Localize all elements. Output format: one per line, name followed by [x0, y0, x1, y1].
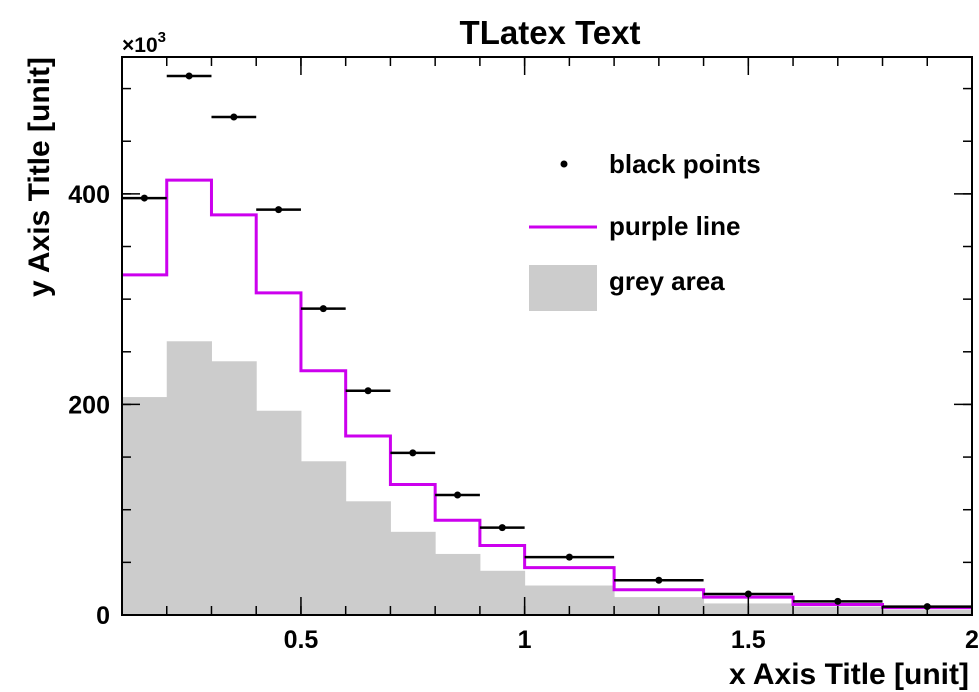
grey-area-bar [211, 361, 257, 615]
data-point [454, 491, 462, 499]
y-tick-label: 0 [96, 602, 110, 630]
grey-area-bar [345, 501, 391, 615]
data-point [364, 387, 372, 395]
grey-area-bar [390, 531, 436, 615]
legend: black points purple line grey area [529, 149, 761, 311]
data-point [230, 113, 238, 121]
y-multiplier-exponent: 3 [158, 29, 166, 46]
x-tick-label: 1.5 [731, 626, 766, 654]
data-point [185, 72, 193, 80]
data-point [498, 524, 506, 532]
black-points-series [122, 72, 972, 611]
grey-area-bar [435, 553, 481, 615]
plot-frame [121, 56, 973, 616]
x-tick-label: 2 [965, 626, 979, 654]
x-axis-title: x Axis Title [unit] [729, 658, 969, 691]
y-tick-label: 200 [68, 391, 110, 419]
data-point [655, 576, 663, 584]
y-axis-multiplier: ×103 [122, 29, 166, 57]
y-tick-label: 400 [68, 181, 110, 209]
legend-label-grey-area: grey area [609, 266, 725, 296]
data-point [409, 449, 417, 457]
legend-label-purple-line: purple line [609, 211, 740, 241]
grey-area-bar [166, 341, 212, 615]
axis-ticks [122, 57, 973, 616]
chart-title: TLatex Text [460, 14, 641, 51]
y-multiplier-base: ×10 [122, 34, 158, 57]
legend-label-black-points: black points [609, 149, 761, 179]
grey-area-bar [479, 570, 526, 615]
legend-box-grey-area [529, 265, 597, 311]
y-axis-title: y Axis Title [unit] [23, 57, 56, 297]
axis-tick-labels: 0.5 1 1.5 2 0 200 400 [68, 181, 979, 654]
data-point [275, 206, 283, 214]
x-tick-label: 0.5 [284, 626, 319, 654]
data-point [565, 553, 573, 561]
grey-area-bar [122, 397, 168, 615]
legend-marker-black-points [560, 160, 568, 168]
data-point [744, 590, 752, 598]
grey-area-series [122, 341, 973, 615]
grey-area-bar [256, 410, 302, 615]
x-tick-label: 1 [518, 626, 532, 654]
grey-area-bar [300, 461, 347, 615]
data-point [834, 597, 842, 605]
data-point [319, 305, 327, 313]
data-point [140, 194, 148, 202]
